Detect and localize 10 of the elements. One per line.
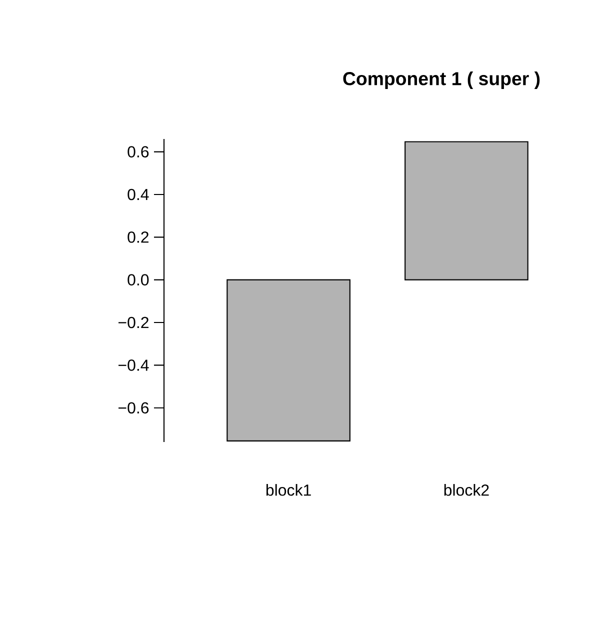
y-tick-label: −0.4 xyxy=(118,360,149,371)
x-tick-label: block1 xyxy=(266,484,311,496)
y-tick-label: −0.6 xyxy=(118,402,149,414)
y-tick-label: 0.4 xyxy=(128,188,149,200)
x-tick-label: block2 xyxy=(444,484,489,496)
y-tick-label: 0.0 xyxy=(128,274,149,286)
y-tick-label: −0.2 xyxy=(118,316,148,328)
y-tick-label: 0.2 xyxy=(128,231,148,243)
chart-title: Component 1 ( super ) xyxy=(343,72,540,89)
y-tick-label: 0.6 xyxy=(128,146,149,158)
